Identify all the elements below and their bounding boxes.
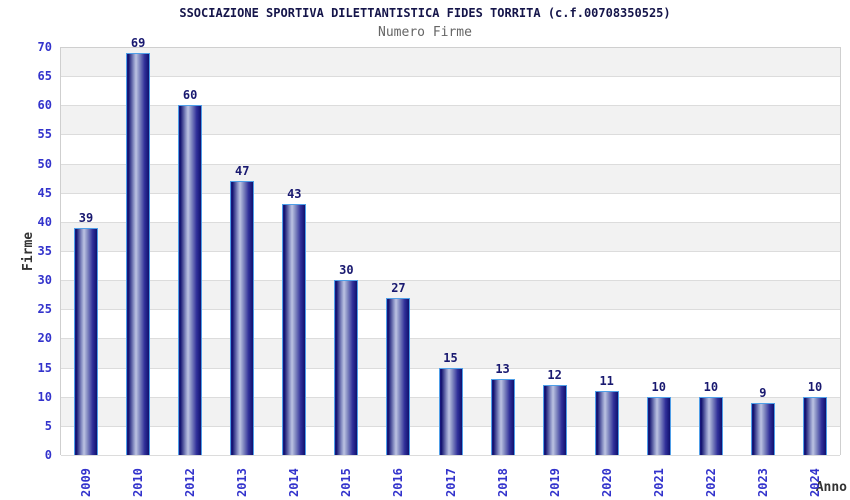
bar-2009[interactable] (74, 227, 99, 455)
bar-value-label: 43 (287, 187, 302, 202)
bar-value-label: 30 (339, 263, 354, 278)
y-tick-label: 5 (44, 418, 52, 433)
x-tick-label: 2015 (339, 468, 354, 497)
bar-value-label: 11 (599, 373, 614, 388)
bar-2017[interactable] (438, 367, 463, 455)
bar-value-label: 10 (651, 379, 666, 394)
x-tick-label: 2016 (391, 468, 406, 497)
x-tick-label: 2009 (79, 468, 94, 497)
bar-value-label: 12 (547, 368, 562, 383)
x-tick-label: 2012 (183, 468, 198, 497)
y-tick-label: 20 (37, 331, 52, 346)
bar-2010[interactable] (126, 52, 151, 455)
chart-subtitle: Numero Firme (378, 25, 472, 40)
bar-2022[interactable] (698, 396, 723, 455)
x-tick-label: 2020 (599, 468, 614, 497)
bar-2015[interactable] (334, 280, 359, 455)
y-tick-label: 55 (37, 127, 52, 142)
bar-2024[interactable] (802, 396, 827, 455)
bar-value-label: 39 (78, 210, 94, 225)
x-tick-label: 2010 (131, 468, 146, 497)
x-tick-label: 2023 (755, 468, 770, 497)
grid-band (61, 77, 840, 107)
bar-value-label: 15 (443, 350, 458, 365)
bar-2019[interactable] (542, 385, 567, 455)
bar-value-label: 13 (495, 362, 510, 377)
x-tick-label: 2017 (443, 468, 458, 497)
bar-2012[interactable] (178, 105, 203, 455)
bar-value-label: 10 (807, 379, 823, 394)
bar-2020[interactable] (594, 390, 619, 455)
x-tick-label: 2024 (807, 468, 822, 497)
bar-2021[interactable] (646, 396, 671, 455)
bar-2023[interactable] (750, 402, 775, 455)
bar-value-label: 9 (759, 385, 767, 400)
bar-value-label: 47 (234, 164, 250, 179)
x-tick-label: 2021 (651, 468, 666, 497)
y-tick-label: 40 (37, 214, 52, 229)
x-tick-label: 2018 (495, 468, 510, 497)
y-tick-label: 65 (37, 69, 52, 84)
y-tick-label: 50 (37, 156, 52, 171)
chart-title: SSOCIAZIONE SPORTIVA DILETTANTISTICA FID… (179, 6, 671, 20)
y-tick-label: 60 (37, 98, 52, 113)
bar-2018[interactable] (490, 379, 515, 455)
grid-band (61, 48, 840, 78)
y-tick-label: 35 (37, 244, 52, 258)
y-tick-label: 70 (37, 40, 52, 54)
bar-2016[interactable] (386, 297, 411, 455)
y-tick-label: 10 (37, 389, 52, 404)
bar-2013[interactable] (230, 181, 255, 455)
x-tick-label: 2019 (547, 468, 562, 497)
x-tick-label: 2013 (235, 468, 250, 497)
x-axis-title: Anno (815, 480, 847, 495)
bar-value-label: 69 (130, 35, 146, 50)
y-tick-label: 0 (44, 448, 52, 462)
bar-value-label: 27 (391, 280, 406, 295)
y-tick-label: 25 (37, 302, 52, 317)
bar-value-label: 60 (182, 88, 198, 103)
y-tick-label: 45 (37, 185, 52, 200)
bar-2014[interactable] (282, 204, 307, 455)
x-tick-label: 2014 (287, 468, 302, 497)
bar-value-label: 10 (703, 379, 719, 394)
y-tick-label: 30 (37, 273, 52, 288)
y-tick-label: 15 (37, 360, 52, 375)
x-tick-label: 2022 (703, 468, 718, 497)
